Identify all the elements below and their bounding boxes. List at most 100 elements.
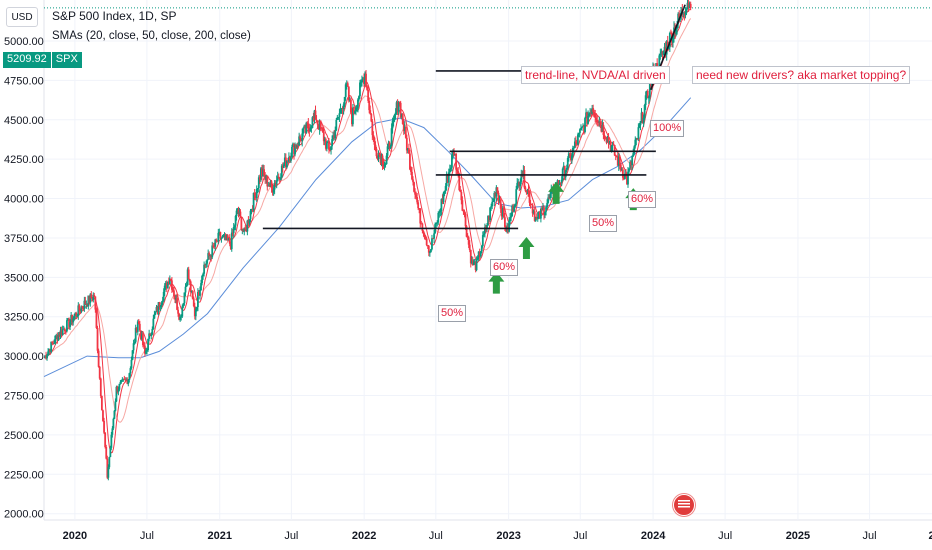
candle [111, 426, 114, 438]
x-tick-label: Jul [284, 530, 298, 542]
candle [422, 230, 425, 237]
candle [120, 379, 123, 384]
candle [332, 131, 335, 142]
candle [502, 203, 505, 218]
candle [203, 261, 206, 277]
candle [78, 303, 81, 314]
candle [471, 256, 474, 266]
candle [558, 179, 561, 186]
candle [164, 280, 167, 290]
candle [240, 216, 243, 231]
candle [351, 107, 353, 127]
candle [417, 200, 420, 211]
candle [401, 112, 404, 125]
candle [130, 356, 133, 370]
candle [132, 339, 135, 354]
pct-label-60-b[interactable]: 60% [628, 191, 657, 208]
candle [348, 96, 351, 102]
candle [559, 182, 562, 187]
candle [279, 173, 282, 181]
y-tick-label: 2250.00 [4, 469, 44, 481]
candle [67, 318, 69, 321]
pct-label-50-a[interactable]: 50% [438, 305, 467, 322]
candle [641, 111, 644, 124]
candle [297, 141, 300, 149]
candle [282, 162, 285, 169]
candle [213, 242, 216, 249]
candle [96, 325, 99, 354]
candle [361, 75, 363, 87]
x-tick-label: Jul [573, 530, 587, 542]
pct-label-60-a[interactable]: 60% [490, 259, 519, 276]
candle [519, 178, 522, 191]
candle [114, 398, 117, 412]
candle [603, 130, 606, 142]
candle [546, 199, 549, 210]
candle [125, 377, 128, 381]
candle [487, 215, 489, 226]
market-topping-note[interactable]: need new drivers? aka market topping? [692, 66, 911, 84]
candle [402, 118, 405, 135]
candle [83, 296, 86, 312]
candle [566, 156, 569, 170]
candle [574, 136, 577, 148]
candle [233, 224, 236, 231]
candle [310, 125, 313, 133]
candle [54, 335, 57, 345]
candle [356, 104, 358, 112]
candle [110, 431, 113, 450]
candle [533, 206, 536, 222]
candle [256, 187, 259, 194]
candle [331, 135, 333, 150]
pct-label-50-b[interactable]: 50% [589, 215, 618, 232]
candle [686, 0, 689, 10]
candle [495, 185, 498, 201]
candle [191, 290, 194, 300]
candle [609, 140, 612, 153]
candle [578, 132, 580, 137]
candle [108, 456, 111, 470]
candle [53, 339, 56, 344]
candle [443, 190, 446, 197]
y-tick-label: 2500.00 [4, 430, 44, 442]
candle [154, 311, 157, 316]
candle [469, 249, 472, 268]
candle [479, 251, 482, 258]
candle [253, 189, 256, 201]
candle [99, 377, 102, 399]
candle [149, 333, 152, 337]
candle [259, 166, 262, 182]
candle [511, 204, 514, 217]
candle [366, 84, 368, 91]
candle [481, 231, 484, 248]
candle [52, 340, 55, 345]
candle [133, 338, 136, 345]
candle [138, 320, 141, 332]
candle [201, 274, 203, 286]
y-tick-label: 3000.00 [4, 351, 44, 363]
candle [134, 324, 137, 344]
candle [273, 180, 276, 195]
indicator-legend[interactable]: SMAs (20, close, 50, close, 200, close) [52, 30, 251, 42]
candle [639, 121, 642, 131]
trend-line-note[interactable]: trend-line, NVDA/AI driven [521, 66, 670, 84]
candle [424, 234, 427, 241]
candle [180, 314, 183, 321]
pct-label-100[interactable]: 100% [650, 120, 685, 137]
candle [63, 327, 66, 334]
candle [182, 302, 185, 309]
candle [162, 288, 165, 302]
y-tick-label: 3500.00 [4, 272, 44, 284]
candle [62, 325, 65, 330]
candle [426, 245, 429, 249]
x-tick-label: 2021 [207, 530, 231, 542]
candle [296, 142, 298, 150]
candle [267, 181, 270, 187]
candle [275, 175, 278, 189]
candle [97, 348, 100, 368]
candle [103, 417, 105, 435]
us-flag-icon[interactable] [673, 494, 695, 516]
currency-button[interactable]: USD [6, 7, 38, 27]
